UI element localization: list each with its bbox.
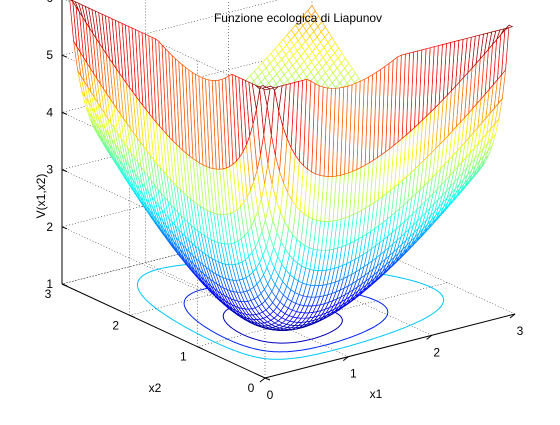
z-tick-label: 4	[46, 105, 53, 119]
x-tick-label: 3	[517, 324, 524, 338]
x-axis-label: x1	[370, 387, 383, 401]
z-tick-label: 5	[46, 48, 53, 62]
z-tick-mark	[62, 227, 67, 229]
y-tick-label: 2	[112, 318, 119, 332]
chart-title: Funzione ecologica di Liapunov	[214, 11, 382, 25]
y-tick-label: 0	[248, 381, 255, 395]
y-tick-label: 1	[180, 350, 187, 364]
y-axis-label: x2	[149, 381, 162, 395]
x-tick-label: 1	[350, 367, 357, 381]
z-tick-label: 2	[46, 220, 53, 234]
surface-mesh	[65, 0, 512, 330]
z-axis-label: V(x1,x2)	[34, 174, 48, 219]
z-tick-label: 1	[46, 277, 53, 291]
z-tick-label: 6	[46, 0, 53, 5]
z-tick-mark	[62, 112, 67, 114]
x-tick-mark	[260, 378, 265, 382]
x-tick-label: 2	[433, 345, 440, 359]
y-tick-mark	[265, 378, 270, 380]
z-tick-mark	[62, 55, 67, 57]
z-tick-mark	[62, 170, 67, 172]
x-tick-label: 0	[267, 388, 274, 402]
